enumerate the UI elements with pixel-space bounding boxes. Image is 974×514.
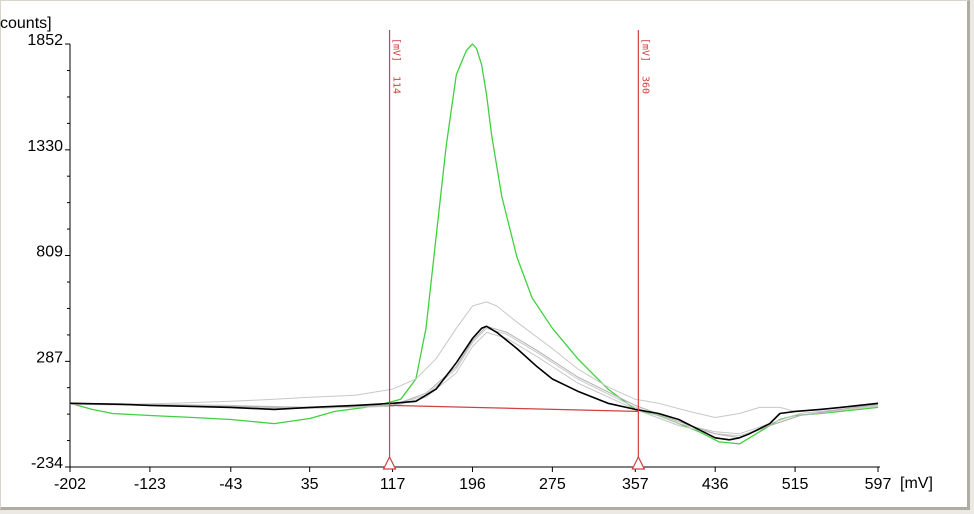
y-tick-label: -234: [31, 455, 63, 472]
marker-layer: [mV] 114 [mV] 360: [382, 30, 650, 470]
marker-value-0: 114: [391, 76, 402, 94]
x-tick-label: -123: [134, 476, 166, 493]
series-line-3: [69, 331, 879, 437]
marker-value-1: 360: [639, 76, 650, 94]
series-line-5: [69, 325, 879, 441]
x-ticks: -202 -123 -43 35 117 196 275 357 436 515 597: [54, 467, 891, 493]
marker-handle-0[interactable]: [382, 455, 397, 470]
y-tick-label: 287: [36, 349, 63, 366]
y-tick-label: 1852: [27, 32, 63, 49]
axes: [69, 44, 880, 468]
marker-handle-1[interactable]: [631, 455, 646, 470]
series-line-1: [69, 301, 879, 418]
x-tick-label: 196: [459, 476, 486, 493]
baseline-line: [389, 404, 639, 413]
x-tick-label: 117: [380, 476, 406, 493]
x-tick-label: 597: [865, 476, 892, 493]
marker-unit-0: [mV]: [391, 38, 402, 62]
marker-unit-1: [mV]: [639, 38, 650, 62]
x-tick-label: 436: [702, 476, 729, 493]
x-tick-label: 275: [539, 476, 566, 493]
series-line-4: [69, 325, 879, 439]
x-axis-unit-label: [mV]: [900, 475, 933, 492]
y-axis-unit-label: counts]: [0, 15, 52, 32]
x-tick-label: 357: [622, 476, 649, 493]
y-tick-label: 1330: [27, 138, 63, 155]
x-tick-label: 35: [301, 476, 319, 493]
y-tick-label: 809: [36, 244, 63, 261]
x-tick-label: 515: [782, 476, 809, 493]
x-tick-label: -43: [219, 476, 242, 493]
series-layer: [69, 43, 879, 445]
x-tick-label: -202: [54, 476, 86, 493]
series-line-0: [69, 43, 879, 445]
baseline-layer: [389, 404, 639, 413]
y-ticks: -234 287 809 1330 1852: [27, 32, 70, 472]
